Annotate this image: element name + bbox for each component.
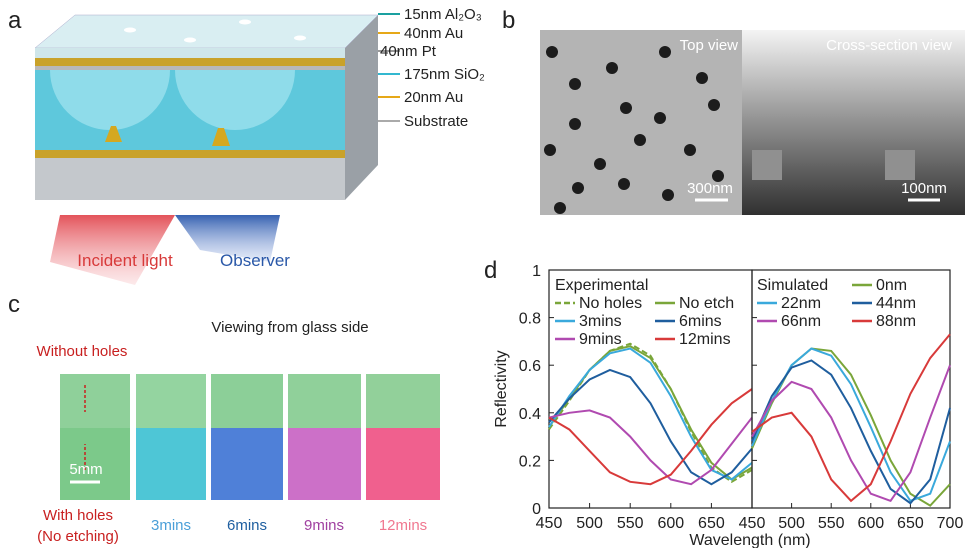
series-line — [752, 349, 950, 501]
y-tick-label: 0.8 — [519, 311, 541, 328]
legend-label: 12mins — [679, 331, 731, 348]
legend-label: 66nm — [781, 313, 821, 330]
x-tick-label: 450 — [536, 515, 563, 532]
y-axis-label: Reflectivity — [493, 350, 510, 427]
scale-label: 100nm — [901, 180, 947, 197]
layer-label: 175nm SiO₂ — [404, 66, 485, 83]
series-line — [752, 349, 950, 506]
legend-title: Experimental — [555, 277, 648, 294]
x-tick-label: 700 — [937, 515, 964, 532]
legend-label: 88nm — [876, 313, 916, 330]
scale-label: 5mm — [69, 461, 102, 478]
y-tick-label: 0.4 — [519, 406, 541, 423]
x-tick-label: 500 — [778, 515, 805, 532]
annotation: With holes — [43, 507, 113, 524]
layer-label: 40nm Au — [404, 25, 463, 42]
sem-label: Top view — [680, 37, 739, 54]
layer-label: Substrate — [404, 113, 468, 130]
y-tick-label: 1 — [532, 263, 541, 280]
legend-label: No etch — [679, 295, 734, 312]
y-tick-label: 0.2 — [519, 453, 541, 470]
x-tick-label: 600 — [857, 515, 884, 532]
samples — [60, 374, 440, 500]
device-diagram — [35, 14, 400, 285]
panel-label: d — [484, 257, 497, 284]
legend-label: 22nm — [781, 295, 821, 312]
series-line — [752, 360, 950, 503]
sample-label: 12mins — [379, 517, 427, 534]
legend-label: No holes — [579, 295, 642, 312]
panel-label: c — [8, 291, 20, 318]
layer-label: 15nm Al₂O₃ — [404, 6, 482, 23]
legend-label: 9mins — [579, 331, 622, 348]
x-tick-label: 550 — [818, 515, 845, 532]
legend-label: 0nm — [876, 277, 907, 294]
x-tick-label: 500 — [576, 515, 603, 532]
annotation: Without holes — [37, 343, 128, 360]
legend-label: 44nm — [876, 295, 916, 312]
scale-label: 300nm — [687, 180, 733, 197]
y-tick-label: 0.6 — [519, 358, 541, 375]
x-tick-label: 450 — [739, 515, 766, 532]
panel-c-title: Viewing from glass side — [211, 319, 368, 336]
series-line — [752, 334, 950, 501]
x-axis-label: Wavelength (nm) — [689, 532, 810, 548]
x-tick-label: 550 — [617, 515, 644, 532]
legend-label: 3mins — [579, 313, 622, 330]
sample-label: 9mins — [304, 517, 344, 534]
figure: a b c d 15nm Al₂O₃ 40nm Au 40nm Pt 175nm… — [0, 0, 969, 548]
sample-label: 6mins — [227, 517, 267, 534]
series-line — [549, 410, 752, 484]
x-tick-label: 650 — [698, 515, 725, 532]
layer-label: 20nm Au — [404, 89, 463, 106]
observer-label: Observer — [220, 251, 290, 270]
legend-title: Simulated — [757, 277, 828, 294]
sample-label: 3mins — [151, 517, 191, 534]
incident-label: Incident light — [77, 251, 173, 270]
sem-label: Cross-section view — [826, 37, 952, 54]
annotation: (No etching) — [37, 528, 119, 545]
x-tick-label: 650 — [897, 515, 924, 532]
x-tick-label: 600 — [657, 515, 684, 532]
panel-label: b — [502, 7, 515, 34]
layer-label: 40nm Pt — [380, 43, 437, 60]
legend-label: 6mins — [679, 313, 722, 330]
series-line — [549, 370, 752, 484]
panel-label: a — [8, 7, 22, 34]
